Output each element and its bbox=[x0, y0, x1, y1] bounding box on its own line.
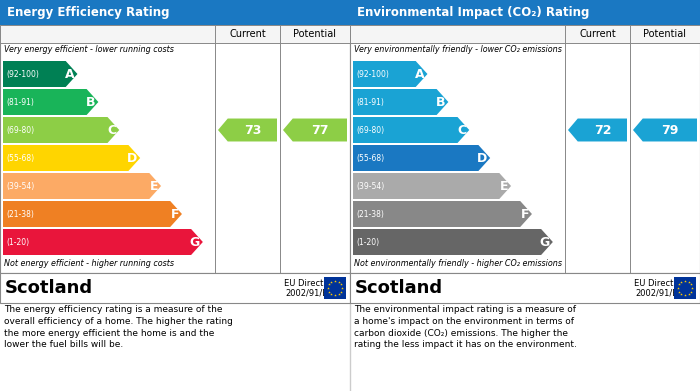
Polygon shape bbox=[3, 173, 161, 199]
Text: F: F bbox=[171, 208, 179, 221]
Text: EU Directive: EU Directive bbox=[634, 278, 686, 287]
Polygon shape bbox=[353, 117, 469, 143]
Polygon shape bbox=[568, 118, 627, 142]
Text: (39-54): (39-54) bbox=[6, 181, 34, 190]
Text: Current: Current bbox=[579, 29, 616, 39]
Text: Potential: Potential bbox=[293, 29, 337, 39]
Bar bbox=[350, 273, 700, 303]
Polygon shape bbox=[353, 89, 449, 115]
Text: Energy Efficiency Rating: Energy Efficiency Rating bbox=[7, 6, 169, 19]
Text: 77: 77 bbox=[311, 124, 328, 136]
Text: C: C bbox=[457, 124, 466, 136]
Text: (21-38): (21-38) bbox=[6, 210, 34, 219]
Polygon shape bbox=[3, 229, 203, 255]
Polygon shape bbox=[218, 118, 277, 142]
Text: G: G bbox=[540, 235, 550, 249]
Polygon shape bbox=[353, 201, 532, 227]
Text: Very environmentally friendly - lower CO₂ emissions: Very environmentally friendly - lower CO… bbox=[354, 45, 562, 54]
Polygon shape bbox=[353, 229, 553, 255]
Text: EU Directive: EU Directive bbox=[284, 278, 336, 287]
Polygon shape bbox=[3, 145, 140, 171]
Bar bbox=[0, 273, 350, 303]
Text: (92-100): (92-100) bbox=[356, 70, 389, 79]
Text: (81-91): (81-91) bbox=[356, 97, 384, 106]
Text: Scotland: Scotland bbox=[355, 279, 443, 297]
Text: G: G bbox=[190, 235, 200, 249]
Bar bbox=[674, 277, 696, 299]
Text: (81-91): (81-91) bbox=[6, 97, 34, 106]
Text: A: A bbox=[415, 68, 424, 81]
Text: E: E bbox=[500, 179, 508, 192]
Text: F: F bbox=[521, 208, 529, 221]
Bar bbox=[350, 25, 700, 273]
Polygon shape bbox=[3, 117, 119, 143]
Text: Not environmentally friendly - higher CO₂ emissions: Not environmentally friendly - higher CO… bbox=[354, 259, 562, 268]
Text: (69-80): (69-80) bbox=[6, 126, 34, 135]
Text: 2002/91/EC: 2002/91/EC bbox=[636, 289, 684, 298]
Text: D: D bbox=[477, 151, 487, 165]
Text: C: C bbox=[107, 124, 116, 136]
Text: (55-68): (55-68) bbox=[356, 154, 384, 163]
Text: The energy efficiency rating is a measure of the
overall efficiency of a home. T: The energy efficiency rating is a measur… bbox=[4, 305, 233, 350]
Text: Environmental Impact (CO₂) Rating: Environmental Impact (CO₂) Rating bbox=[357, 6, 589, 19]
Text: Current: Current bbox=[229, 29, 266, 39]
Polygon shape bbox=[353, 61, 428, 87]
Bar bbox=[324, 277, 346, 299]
Text: Potential: Potential bbox=[643, 29, 687, 39]
Text: Very energy efficient - lower running costs: Very energy efficient - lower running co… bbox=[4, 45, 174, 54]
Text: (1-20): (1-20) bbox=[6, 237, 29, 246]
Bar bbox=[350, 25, 700, 43]
Text: Scotland: Scotland bbox=[5, 279, 93, 297]
Bar bbox=[0, 25, 350, 273]
Text: E: E bbox=[150, 179, 158, 192]
Text: (39-54): (39-54) bbox=[356, 181, 384, 190]
Text: B: B bbox=[86, 95, 95, 108]
Bar bbox=[350, 0, 700, 25]
Text: (21-38): (21-38) bbox=[356, 210, 384, 219]
Text: (55-68): (55-68) bbox=[6, 154, 34, 163]
Text: (69-80): (69-80) bbox=[356, 126, 384, 135]
Polygon shape bbox=[3, 89, 99, 115]
Text: A: A bbox=[65, 68, 74, 81]
Text: The environmental impact rating is a measure of
a home's impact on the environme: The environmental impact rating is a mea… bbox=[354, 305, 577, 350]
Text: 73: 73 bbox=[244, 124, 261, 136]
Text: B: B bbox=[436, 95, 445, 108]
Text: 72: 72 bbox=[594, 124, 611, 136]
Polygon shape bbox=[633, 118, 697, 142]
Text: (1-20): (1-20) bbox=[356, 237, 379, 246]
Text: 2002/91/EC: 2002/91/EC bbox=[286, 289, 334, 298]
Polygon shape bbox=[283, 118, 347, 142]
Text: 79: 79 bbox=[662, 124, 678, 136]
Polygon shape bbox=[3, 61, 78, 87]
Polygon shape bbox=[353, 145, 490, 171]
Text: D: D bbox=[127, 151, 137, 165]
Bar bbox=[0, 0, 350, 25]
Text: Not energy efficient - higher running costs: Not energy efficient - higher running co… bbox=[4, 259, 174, 268]
Bar bbox=[0, 25, 350, 43]
Text: (92-100): (92-100) bbox=[6, 70, 39, 79]
Polygon shape bbox=[3, 201, 182, 227]
Polygon shape bbox=[353, 173, 511, 199]
